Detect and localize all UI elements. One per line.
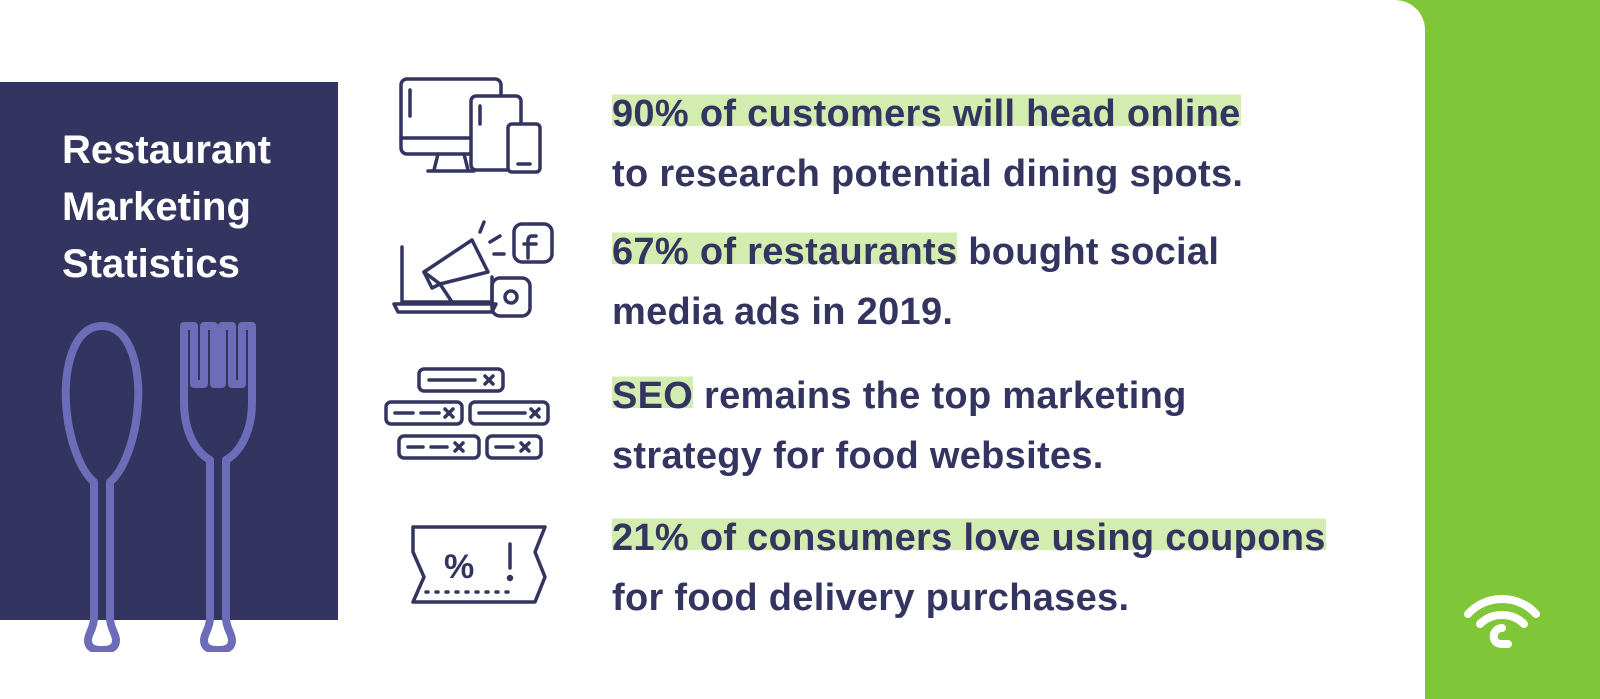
search-bars-icon [384, 367, 550, 460]
coupon-icon: % [411, 525, 547, 604]
stat-item: SEO remains the top marketing strategy f… [612, 366, 1402, 486]
stat-item: 90% of customers will head online to res… [612, 84, 1402, 204]
stat-highlight: 21% of consumers love using coupons [612, 517, 1326, 559]
page-title: Restaurant Marketing Statistics [62, 122, 332, 293]
devices-icon [399, 77, 542, 174]
stat-line-1: 67% of restaurants bought social [612, 222, 1402, 282]
stat-text: bought social [957, 231, 1220, 273]
stat-highlight: 67% of restaurants [612, 231, 958, 273]
stat-highlight: SEO [612, 375, 694, 417]
stat-text: remains the top marketing [693, 375, 1187, 417]
spoon-fork-icon [61, 322, 256, 652]
stat-line-1: 90% of customers will head online [612, 84, 1402, 144]
stat-line-1: SEO remains the top marketing [612, 366, 1402, 426]
brand-logo-icon [1464, 595, 1540, 648]
title-line: Marketing [62, 185, 251, 229]
megaphone-social-icon [392, 220, 554, 318]
stat-line-2: strategy for food websites. [612, 435, 1104, 477]
title-line: Restaurant [62, 128, 271, 172]
stat-item: 21% of consumers love using coupons for … [612, 508, 1402, 628]
title-panel [0, 82, 338, 620]
stat-highlight: 90% of customers will head online [612, 93, 1241, 135]
stat-line-2: to research potential dining spots. [612, 153, 1244, 195]
stat-line-2: media ads in 2019. [612, 291, 954, 333]
title-line: Statistics [62, 242, 240, 286]
stat-line-1: 21% of consumers love using coupons [612, 508, 1402, 568]
svg-text:%: % [444, 548, 474, 586]
stat-item: 67% of restaurants bought social media a… [612, 222, 1402, 342]
stat-line-2: for food delivery purchases. [612, 577, 1130, 619]
